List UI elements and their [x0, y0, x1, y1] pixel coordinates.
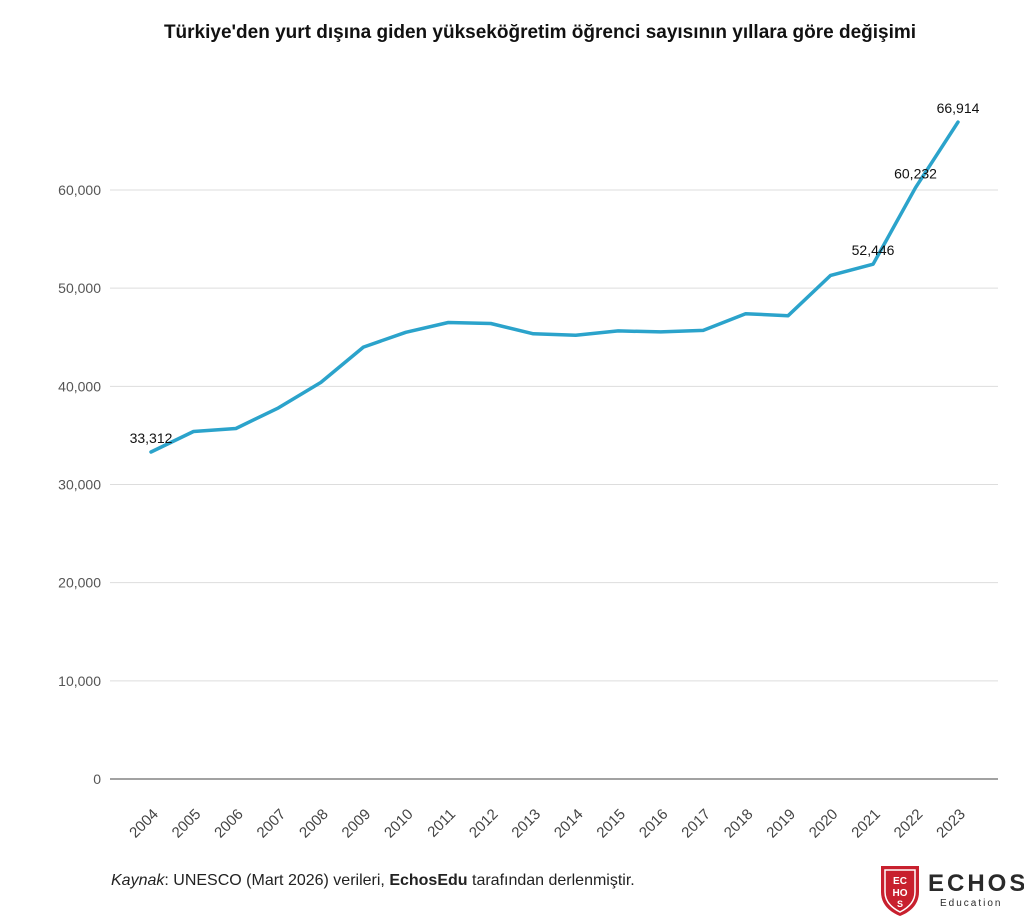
y-tick-label: 0	[93, 771, 101, 787]
y-tick-label: 40,000	[58, 378, 101, 394]
grid-lines	[110, 189, 998, 682]
x-tick-label: 2005	[169, 806, 205, 842]
shield-logo-icon: EC HO S	[881, 866, 919, 916]
data-label: 66,914	[937, 100, 980, 116]
y-tick-label: 50,000	[58, 280, 101, 296]
logo-sub: Education	[940, 898, 1003, 909]
x-tick-label: 2006	[211, 806, 247, 842]
y-tick-label: 10,000	[58, 673, 101, 689]
source-text-after: tarafından derlenmiştir.	[467, 872, 635, 889]
data-labels: 33,312 52,446 60,232 66,914	[130, 100, 980, 446]
series-line-layer	[149, 120, 960, 454]
logo-word: ECHOS	[928, 870, 1024, 897]
echos-logo: EC HO S ECHOS Education	[878, 862, 1024, 918]
axes: 0 10,000 20,000 30,000 40,000 50,000 60,000 200…	[58, 182, 998, 841]
source-note: Kaynak: UNESCO (Mart 2026) verileri, Ech…	[111, 872, 635, 890]
x-tick-label: 2004	[126, 806, 162, 842]
x-tick-label: 2017	[678, 806, 714, 842]
source-text-before: : UNESCO (Mart 2026) verileri,	[164, 872, 390, 889]
y-tick-label: 60,000	[58, 182, 101, 198]
data-label: 60,232	[894, 166, 937, 182]
data-label: 33,312	[130, 430, 173, 446]
x-tick-label: 2013	[508, 806, 544, 842]
x-tick-label: 2016	[636, 806, 672, 842]
y-tick-label: 30,000	[58, 477, 101, 493]
chart-title: Türkiye'den yurt dışına giden yükseköğre…	[163, 22, 917, 43]
source-label: Kaynak	[111, 872, 165, 889]
x-tick-label: 2022	[891, 806, 927, 842]
x-tick-label: 2007	[254, 806, 290, 842]
x-tick-label: 2015	[593, 806, 629, 842]
logo-monogram-2: HO	[893, 888, 908, 899]
x-tick-label: 2018	[721, 806, 757, 842]
x-tick-label: 2019	[763, 806, 799, 842]
x-tick-label: 2011	[424, 806, 459, 841]
x-tick-label: 2010	[381, 806, 417, 842]
logo-monogram: EC	[893, 876, 907, 887]
logo-monogram-3: S	[897, 899, 903, 909]
data-label: 52,446	[852, 242, 895, 258]
series-line	[149, 120, 960, 454]
y-tick-label: 20,000	[58, 575, 101, 591]
x-tick-label: 2023	[933, 806, 969, 842]
x-tick-label: 2012	[466, 806, 502, 842]
x-tick-label: 2008	[296, 806, 332, 842]
x-tick-label: 2009	[339, 806, 375, 842]
line-chart: 0 10,000 20,000 30,000 40,000 50,000 60,000 200…	[58, 100, 998, 841]
x-tick-label: 2021	[848, 806, 884, 842]
x-tick-label: 2014	[551, 806, 587, 842]
x-tick-label: 2020	[806, 806, 842, 842]
source-brand: EchosEdu	[389, 872, 468, 889]
